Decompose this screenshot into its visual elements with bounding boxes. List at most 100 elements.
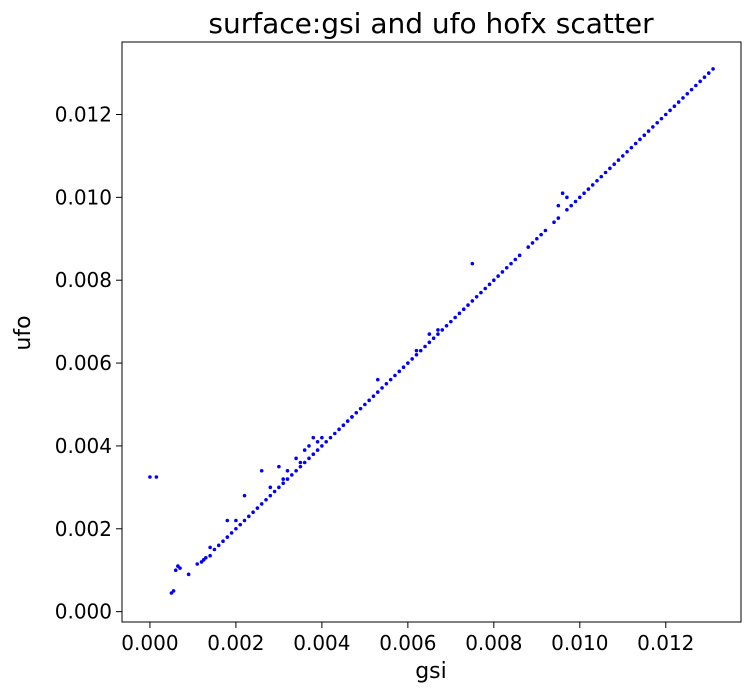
data-point [375, 390, 380, 394]
data-point [320, 435, 324, 440]
data-point [431, 336, 436, 341]
data-point [212, 547, 217, 552]
data-point [453, 315, 457, 320]
data-point [444, 323, 449, 328]
data-point [285, 468, 290, 473]
x-axis-label: gsi [415, 659, 447, 684]
data-point [603, 170, 608, 175]
data-point [530, 241, 535, 245]
data-point [535, 236, 539, 241]
data-point [556, 203, 561, 208]
data-point [414, 352, 419, 357]
data-point [642, 133, 647, 138]
data-point [655, 120, 659, 125]
data-point [423, 344, 427, 349]
data-point [401, 365, 406, 370]
data-point [268, 493, 273, 498]
data-point [272, 489, 277, 494]
data-point [277, 485, 281, 490]
data-point [689, 87, 694, 92]
data-point [517, 253, 522, 258]
data-point [242, 493, 247, 498]
chart-title: surface:gsi and ufo hofx scatter [208, 7, 654, 40]
data-point [646, 129, 651, 133]
data-point [457, 311, 462, 316]
data-point [393, 373, 397, 378]
data-point [590, 183, 595, 187]
x-tick-label: 0.004 [293, 631, 350, 655]
data-point [599, 174, 604, 179]
data-point [363, 402, 367, 407]
data-point [281, 481, 285, 486]
data-point [504, 265, 509, 270]
data-point [148, 475, 152, 479]
x-tick-label: 0.008 [465, 631, 522, 655]
data-point [186, 572, 191, 577]
data-point [414, 348, 419, 353]
data-point [268, 485, 273, 490]
plot-frame [121, 41, 742, 623]
data-point [302, 448, 307, 452]
data-point [427, 340, 432, 345]
data-point [298, 460, 303, 465]
data-point [436, 328, 440, 332]
y-tick-label: 0.006 [55, 351, 112, 375]
data-point [427, 332, 432, 336]
y-tick-label: 0.010 [55, 185, 112, 209]
data-point [608, 166, 612, 171]
data-point [406, 361, 410, 365]
y-tick-label: 0.002 [55, 517, 112, 541]
x-tick-label: 0.006 [379, 631, 436, 655]
data-point [255, 506, 260, 510]
data-point [384, 381, 389, 386]
data-point [320, 444, 324, 448]
data-point [234, 518, 238, 523]
data-point [238, 522, 243, 527]
data-point [543, 228, 548, 233]
data-point [259, 468, 264, 473]
data-point [242, 518, 247, 523]
data-point [565, 207, 569, 212]
data-point [651, 125, 655, 129]
data-point [509, 261, 513, 266]
data-point [354, 410, 359, 415]
data-point [487, 282, 492, 287]
data-point [668, 108, 672, 113]
data-point [586, 187, 591, 191]
data-point [264, 497, 268, 502]
y-tick-label: 0.008 [55, 268, 112, 292]
data-point [251, 510, 255, 515]
data-point [345, 419, 350, 423]
data-point [154, 475, 159, 479]
data-point [625, 149, 629, 154]
data-point [328, 435, 333, 440]
data-point [552, 220, 556, 225]
data-point [307, 444, 311, 448]
data-point [483, 286, 488, 291]
data-point [225, 518, 230, 523]
x-tick-label: 0.002 [207, 631, 264, 655]
y-axis-label: ufo [11, 315, 36, 350]
data-point [358, 406, 363, 411]
data-point [289, 473, 294, 477]
data-point [698, 79, 702, 84]
data-point [702, 75, 707, 80]
data-point [204, 555, 208, 560]
data-point [492, 278, 496, 283]
x-tick-label: 0.010 [551, 631, 608, 655]
data-point [694, 83, 698, 88]
data-point [178, 566, 182, 570]
data-point [225, 535, 230, 539]
data-point [397, 369, 402, 374]
data-point [418, 348, 423, 353]
data-point [208, 553, 212, 558]
data-point [367, 398, 371, 403]
x-tick-label: 0.012 [637, 631, 694, 655]
data-point [311, 452, 316, 457]
data-point [595, 178, 599, 183]
data-point [496, 274, 500, 278]
data-point [616, 158, 621, 162]
data-point [341, 423, 346, 428]
data-point [706, 71, 711, 75]
